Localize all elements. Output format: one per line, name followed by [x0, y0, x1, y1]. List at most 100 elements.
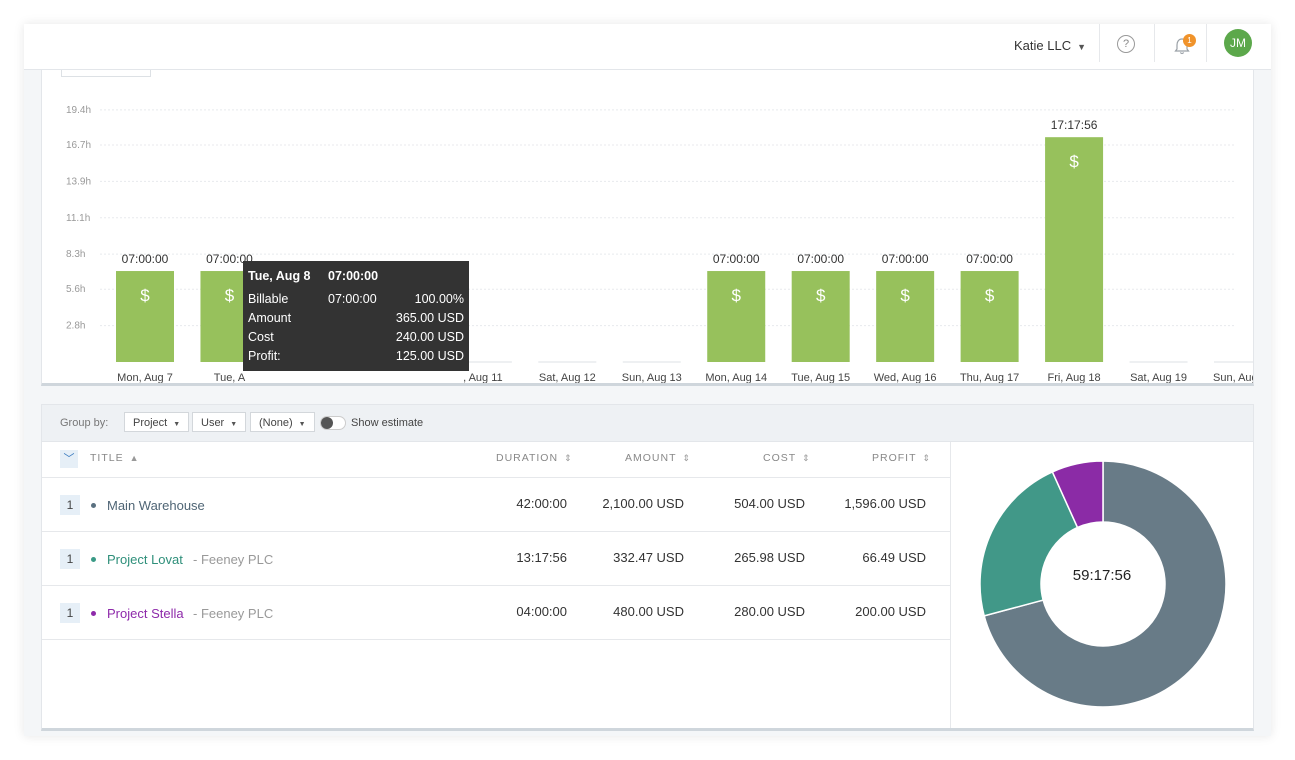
project-color-dot	[91, 503, 96, 508]
project-name[interactable]: Main Warehouse	[107, 498, 205, 513]
bar	[1045, 137, 1104, 362]
profit-cell: 1,596.00 USD	[844, 496, 926, 511]
column-header-amount[interactable]: AMOUNT ⇕	[625, 452, 691, 464]
table-row[interactable]: 1 Main Warehouse 42:00:00 2,100.00 USD 5…	[42, 478, 950, 532]
column-header-label: AMOUNT	[625, 452, 677, 464]
bar-value-label: 07:00:00	[206, 252, 253, 266]
bar-value-label: 17:17:56	[1051, 118, 1098, 132]
x-tick-label: Thu, Aug 17	[960, 372, 1019, 383]
tooltip-billable-time: 07:00:00	[328, 292, 377, 306]
client-name: - Feeney PLC	[193, 552, 274, 567]
bar	[707, 271, 766, 362]
x-tick-label: Tue, Aug 15	[791, 372, 850, 383]
project-color-dot	[91, 611, 96, 616]
amount-cell: 480.00 USD	[613, 604, 684, 619]
project-name[interactable]: Project Stella	[107, 606, 184, 621]
collapse-all-chevron-icon[interactable]: ﹀	[60, 450, 78, 468]
row-divider	[42, 477, 950, 478]
y-tick-label: 2.8h	[66, 321, 85, 332]
donut-slice	[1051, 460, 1104, 529]
bar-value-label: 07:00:00	[797, 252, 844, 266]
column-header-label: COST	[763, 452, 797, 464]
tooltip-cost: 240.00 USD	[395, 330, 464, 344]
tooltip-profit-label: Profit:	[248, 349, 281, 363]
cost-cell: 280.00 USD	[734, 604, 805, 619]
dollar-icon: $	[816, 286, 826, 305]
help-icon[interactable]: ?	[1117, 35, 1135, 53]
donut-slice	[979, 470, 1079, 617]
x-tick-label: Fri, Aug 18	[1047, 372, 1100, 383]
x-tick-label: Sun, Aug 13	[622, 372, 682, 383]
show-estimate-label: Show estimate	[351, 417, 424, 429]
cost-cell: 504.00 USD	[734, 496, 805, 511]
group-by-user-select[interactable]: User ▼	[192, 412, 247, 432]
column-header-cost[interactable]: COST ⇕	[763, 452, 811, 464]
report-table-panel: Group by: Project ▼ User ▼ (None) ▼ Show es…	[41, 404, 1254, 731]
show-estimate-toggle[interactable]	[320, 416, 346, 430]
row-count: 1	[60, 603, 80, 623]
caret-down-icon: ▼	[1077, 42, 1087, 52]
x-tick-label: Sat, Aug 19	[1130, 372, 1187, 383]
project-name[interactable]: Project Lovat	[107, 552, 183, 567]
select-value: User	[201, 417, 225, 429]
tooltip-cost-label: Cost	[248, 330, 274, 344]
avatar[interactable]: JM	[1224, 29, 1252, 57]
column-header-label: TITLE	[90, 452, 124, 464]
org-switcher[interactable]: Katie LLC ▼	[1014, 38, 1086, 53]
column-header-duration[interactable]: DURATION ⇕	[496, 452, 573, 464]
tooltip-profit: 125.00 USD	[395, 349, 464, 363]
x-tick-label: Mon, Aug 14	[705, 372, 767, 383]
sort-icon: ⇕	[564, 453, 573, 463]
x-tick-label: Mon, Aug 7	[117, 372, 173, 383]
table-row[interactable]: 1 Project Lovat - Feeney PLC 13:17:56 33…	[42, 532, 950, 586]
divider	[1099, 24, 1100, 62]
y-tick-label: 16.7h	[66, 140, 91, 151]
group-by-none-select[interactable]: (None) ▼	[250, 412, 315, 432]
x-tick-label: , Aug 11	[463, 372, 503, 383]
bar	[116, 271, 174, 362]
y-tick-label: 8.3h	[66, 249, 85, 260]
sort-icon: ⇕	[802, 453, 811, 463]
row-count: 1	[60, 549, 80, 569]
tooltip-total: 07:00:00	[328, 269, 379, 283]
column-divider	[950, 442, 951, 728]
tooltip-day: Tue, Aug 8	[248, 269, 311, 283]
chart-tooltip: Tue, Aug 8 07:00:00 Billable 07:00:00 10…	[243, 261, 469, 371]
column-header-profit[interactable]: PROFIT ⇕	[872, 452, 931, 464]
profit-cell: 66.49 USD	[862, 550, 926, 565]
column-header-label: DURATION	[496, 452, 559, 464]
row-divider	[42, 639, 950, 640]
group-by-bar: Group by: Project ▼ User ▼ (None) ▼ Show es…	[42, 405, 1253, 442]
bar	[791, 271, 850, 362]
donut-chart	[979, 460, 1227, 708]
tooltip-billable-pct: 100.00%	[414, 292, 464, 306]
caret-down-icon: ▼	[298, 421, 306, 428]
donut-slice	[983, 460, 1227, 708]
dollar-icon: $	[900, 286, 910, 305]
x-tick-label: Sat, Aug 12	[539, 372, 596, 383]
select-value: (None)	[259, 417, 293, 429]
table-row[interactable]: 1 Project Stella - Feeney PLC 04:00:00 4…	[42, 586, 950, 640]
group-by-project-select[interactable]: Project ▼	[124, 412, 190, 432]
x-tick-label: Tue, A	[214, 372, 246, 383]
y-tick-label: 13.9h	[66, 176, 91, 187]
bar-value-label: 07:00:00	[966, 252, 1013, 266]
tooltip-amount: 365.00 USD	[395, 311, 464, 325]
column-header-title[interactable]: TITLE ▲	[90, 452, 140, 464]
dollar-icon: $	[731, 286, 741, 305]
tooltip-amount-label: Amount	[248, 311, 292, 325]
app-window: Katie LLC ▼ ? 1 JM 19.4h 16.7h 13.9h 11.1h 8.…	[24, 24, 1271, 736]
amount-cell: 332.47 USD	[613, 550, 684, 565]
divider	[1206, 24, 1207, 62]
bar-chart: 19.4h 16.7h 13.9h 11.1h 8.3h 5.6h 2.8h $07:00:0…	[66, 105, 1253, 383]
y-tick-label: 19.4h	[66, 105, 91, 116]
project-color-dot	[91, 557, 96, 562]
bar-value-label: 07:00:00	[122, 252, 169, 266]
duration-cell: 04:00:00	[516, 604, 567, 619]
donut-total: 59:17:56	[1072, 567, 1132, 584]
bar-value-label: 07:00:00	[713, 252, 760, 266]
x-tick-label: Sun, Aug 20	[1213, 372, 1253, 383]
dollar-icon: $	[140, 286, 150, 305]
duration-cell: 13:17:56	[516, 550, 567, 565]
profit-cell: 200.00 USD	[855, 604, 926, 619]
